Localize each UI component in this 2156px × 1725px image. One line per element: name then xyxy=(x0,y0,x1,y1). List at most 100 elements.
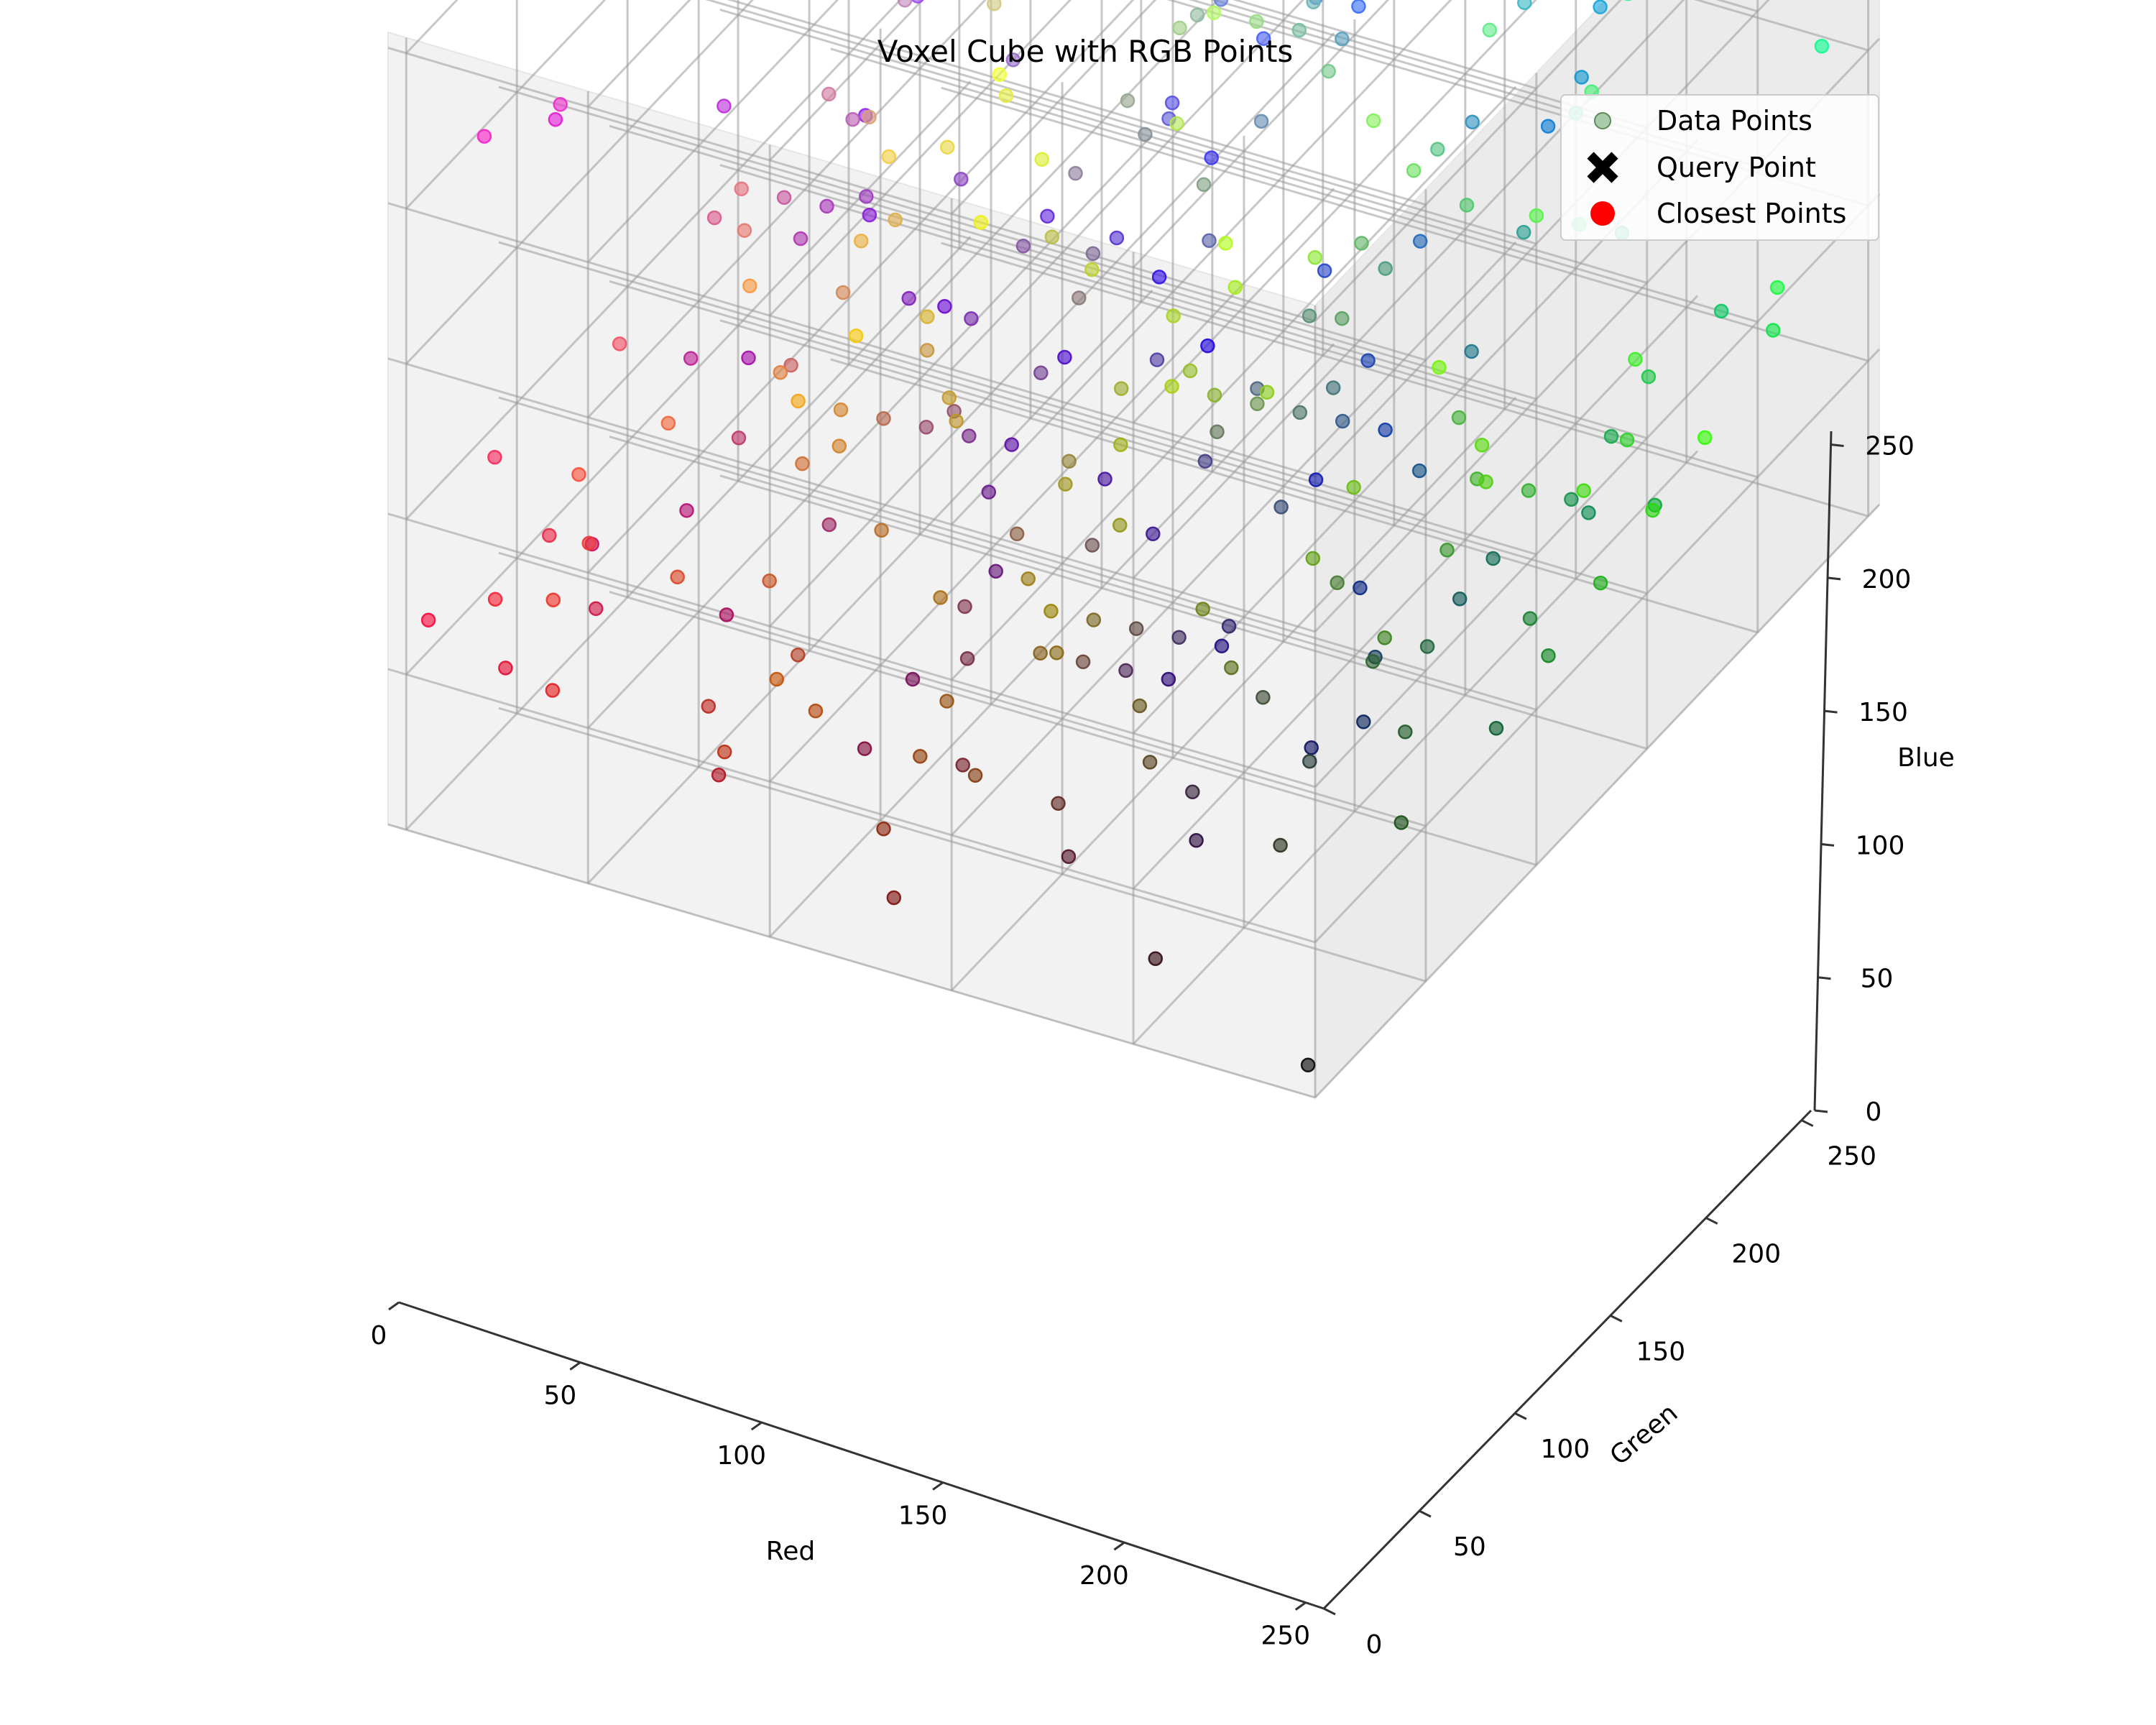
z-tick-label: 250 xyxy=(1865,432,1915,461)
z-tick-label: 200 xyxy=(1862,565,1912,594)
grid-line-red xyxy=(705,0,1537,245)
x-axis-line xyxy=(398,1301,1325,1610)
back-left-pane xyxy=(387,31,1316,1099)
data-point xyxy=(1451,410,1467,426)
data-point xyxy=(1317,263,1332,278)
data-point xyxy=(998,88,1014,104)
grid-line-green xyxy=(1314,0,1623,322)
data-point xyxy=(769,671,785,687)
data-point xyxy=(1419,639,1435,654)
data-point xyxy=(939,139,955,155)
x-tick-label: 250 xyxy=(1261,1622,1310,1651)
data-point xyxy=(1166,308,1181,323)
grid-line-red xyxy=(498,707,1427,983)
data-point xyxy=(660,415,676,431)
data-point xyxy=(734,181,749,196)
grid-line-green xyxy=(951,0,1157,215)
z-tick-label: 100 xyxy=(1856,831,1905,860)
data-point xyxy=(1021,571,1036,586)
data-point xyxy=(1075,654,1091,670)
data-point xyxy=(1485,551,1501,566)
data-point xyxy=(1068,165,1083,181)
data-point xyxy=(981,484,997,500)
axes-panes xyxy=(387,0,1881,1100)
data-point xyxy=(1210,424,1225,440)
data-point xyxy=(1321,63,1336,79)
data-points-series xyxy=(420,0,1830,1073)
x-tick-label: 100 xyxy=(717,1441,766,1471)
z-tick xyxy=(1830,443,1844,448)
data-point xyxy=(1307,249,1323,265)
grid-line-green xyxy=(769,0,1220,472)
data-point xyxy=(1330,575,1345,591)
data-point xyxy=(487,592,503,607)
y-tick-label: 200 xyxy=(1731,1239,1781,1269)
data-point xyxy=(1164,379,1179,394)
data-point xyxy=(1478,474,1493,489)
legend-label-closest-points: Closest Points xyxy=(1657,198,1846,229)
data-point xyxy=(1149,352,1165,367)
grid-line-red xyxy=(727,0,1427,206)
data-point xyxy=(1459,198,1475,213)
y-tick xyxy=(1323,1607,1336,1616)
data-point xyxy=(1195,602,1210,617)
data-point xyxy=(1697,430,1713,446)
data-point xyxy=(1214,638,1230,654)
grid-line-red xyxy=(609,591,1537,866)
grid-line-green xyxy=(951,0,1452,525)
data-point xyxy=(957,599,972,615)
data-point xyxy=(821,517,837,533)
x-tick-label: 0 xyxy=(371,1321,387,1351)
data-point xyxy=(1253,114,1269,129)
data-point xyxy=(1378,422,1393,438)
z-axis-label: Blue xyxy=(1897,743,1955,773)
data-point xyxy=(1713,303,1729,319)
y-tick-label: 250 xyxy=(1827,1142,1876,1172)
data-point xyxy=(857,741,872,756)
chart-title: Voxel Cube with RGB Points xyxy=(877,34,1294,69)
grid-line-red xyxy=(1210,0,1648,129)
grid-line-red xyxy=(498,86,1427,362)
data-point xyxy=(1072,290,1087,305)
data-point xyxy=(933,590,948,605)
y-tick xyxy=(1705,1217,1718,1225)
data-point xyxy=(612,336,627,351)
grid-line-red xyxy=(719,9,1648,284)
data-point xyxy=(859,189,874,204)
data-point xyxy=(992,67,1008,82)
data-point xyxy=(1218,236,1233,251)
grid-line-green xyxy=(1132,0,1390,269)
data-point xyxy=(1118,663,1133,678)
data-point xyxy=(1250,396,1265,412)
data-point xyxy=(886,890,902,906)
data-point xyxy=(731,430,747,446)
legend-label-data-points: Data Points xyxy=(1657,105,1812,137)
data-point xyxy=(1259,385,1275,400)
data-point xyxy=(1541,648,1556,663)
y-tick-label: 50 xyxy=(1453,1532,1486,1562)
grid-line-red xyxy=(1693,0,1869,52)
data-point xyxy=(542,528,557,543)
data-point xyxy=(717,98,732,114)
data-point xyxy=(1325,380,1341,395)
grid-line-green xyxy=(1314,193,1881,788)
data-point xyxy=(1058,477,1073,492)
data-point xyxy=(1464,344,1479,359)
grid-line-green xyxy=(405,0,755,365)
data-point xyxy=(1113,437,1128,452)
grid-line-green xyxy=(1132,450,1699,1045)
grid-line-red xyxy=(941,86,1869,362)
data-point xyxy=(1335,310,1350,326)
data-point xyxy=(683,351,699,366)
data-point xyxy=(1645,502,1660,518)
grid-line-green xyxy=(405,80,972,676)
data-point xyxy=(1120,93,1135,109)
grid-line-green xyxy=(951,0,1304,370)
data-point xyxy=(1603,428,1619,444)
data-point xyxy=(1393,815,1409,830)
data-point xyxy=(553,97,568,112)
data-point xyxy=(1164,95,1180,111)
grid-line-green xyxy=(1132,295,1699,890)
